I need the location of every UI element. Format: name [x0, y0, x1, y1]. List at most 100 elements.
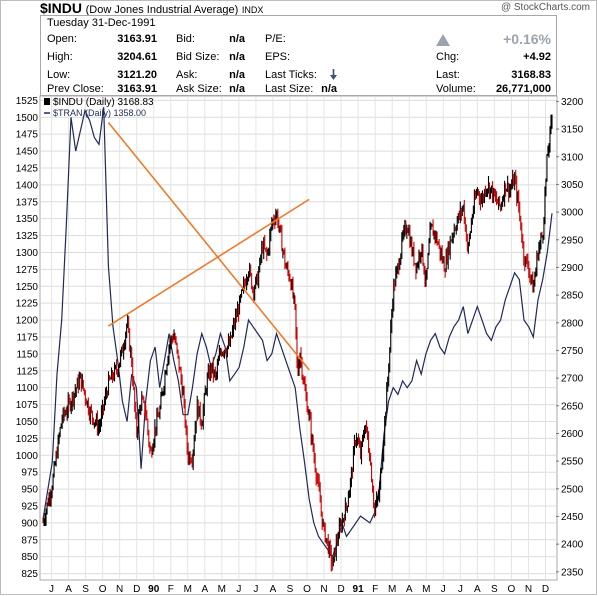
- left-tick-label: 1150: [16, 349, 38, 360]
- left-tick-label: 950: [21, 485, 38, 496]
- right-tick-label: 2650: [561, 401, 584, 412]
- left-tick-label: 1000: [16, 451, 39, 462]
- left-tick-label: 1100: [16, 383, 38, 394]
- x-tick-label: A: [201, 584, 208, 595]
- right-tick-label: 2850: [561, 291, 584, 302]
- ask-value: n/a: [229, 69, 245, 81]
- left-tick-label: 1475: [16, 130, 39, 141]
- x-tick-label: S: [491, 584, 498, 595]
- legend-indu: $INDU (Daily) 3168.83: [53, 97, 154, 108]
- x-tick-label: J: [458, 584, 463, 595]
- right-tick-label: 2600: [561, 429, 584, 440]
- left-tick-label: 1275: [16, 265, 39, 276]
- left-tick-label: 1200: [16, 316, 39, 327]
- left-tick-label: 1225: [16, 299, 39, 310]
- ask-label: Ask:: [176, 69, 198, 81]
- left-tick-label: 1400: [16, 180, 39, 191]
- brand-link[interactable]: @ StockCharts.com: [500, 2, 590, 13]
- left-tick-label: 1125: [16, 366, 38, 377]
- x-tick-label: O: [303, 584, 311, 595]
- left-tick-label: 875: [21, 535, 38, 546]
- legend: $INDU (Daily) 3168.83 $TRAN (Daily) 1358…: [44, 97, 154, 118]
- last-ticks-label: Last Ticks:: [265, 69, 317, 81]
- x-tick-label: A: [406, 584, 413, 595]
- right-axis: 2350 2400 2450 2500 2550 2600 2650 2700 2750 2800…: [556, 97, 584, 578]
- left-tick-label: 1050: [16, 417, 39, 428]
- bid-value: n/a: [229, 33, 245, 45]
- eps-label: EPS:: [265, 51, 291, 63]
- bid-size-label: Bid Size:: [176, 51, 220, 63]
- x-tick-label: 90: [148, 584, 160, 595]
- right-tick-label: 2350: [561, 567, 584, 578]
- x-tick-label: A: [474, 584, 481, 595]
- plot-area: [39, 95, 558, 581]
- x-tick-label: F: [372, 584, 378, 595]
- last-value: 3168.83: [511, 69, 551, 81]
- chg-value: +4.92: [523, 51, 551, 63]
- high-label: High:: [47, 51, 73, 63]
- left-tick-label: 1500: [16, 113, 39, 124]
- left-tick-label: 900: [21, 518, 38, 529]
- left-tick-label: 925: [21, 501, 38, 512]
- up-triangle-icon: [436, 34, 450, 46]
- down-arrow-icon: [330, 69, 337, 80]
- x-tick-label: F: [168, 584, 174, 595]
- low-value: 3121.20: [117, 69, 157, 81]
- high-value: 3204.61: [117, 51, 157, 63]
- left-tick-label: 1350: [16, 214, 39, 225]
- left-tick-label: 1450: [16, 147, 39, 158]
- right-tick-label: 3050: [561, 180, 584, 191]
- left-tick-label: 1525: [16, 96, 39, 107]
- low-label: Low:: [47, 69, 71, 81]
- left-tick-label: 1075: [16, 400, 39, 411]
- x-tick-label: N: [320, 584, 327, 595]
- trendline: [107, 121, 310, 371]
- left-tick-label: 1300: [16, 248, 39, 259]
- left-tick-label: 1375: [16, 197, 39, 208]
- last-size-label: Last Size:: [265, 83, 314, 95]
- left-tick-label: 825: [21, 569, 38, 580]
- x-tick-label: O: [508, 584, 516, 595]
- symbol-name: (Dow Jones Industrial Average): [85, 4, 239, 16]
- right-tick-label: 3200: [561, 97, 584, 108]
- last-label: Last:: [436, 69, 460, 81]
- right-tick-label: 2900: [561, 263, 584, 274]
- right-tick-label: 2400: [561, 540, 584, 551]
- prev-close-value: 3163.91: [117, 83, 157, 95]
- right-tick-label: 2550: [561, 457, 584, 468]
- open-value: 3163.91: [117, 33, 157, 45]
- volume-value: 26,771,000: [495, 83, 551, 95]
- percent-change: +0.16%: [503, 31, 551, 47]
- trendline: [107, 198, 310, 327]
- left-tick-label: 850: [21, 552, 38, 563]
- right-tick-label: 2950: [561, 235, 584, 246]
- left-tick-label: 1325: [16, 231, 39, 242]
- x-tick-label: O: [99, 584, 107, 595]
- x-tick-label: M: [388, 584, 396, 595]
- left-axis: 825 850 875 900 925 950 975 1000 1025 1050 1075 110…: [16, 96, 39, 580]
- x-tick-label: D: [542, 584, 549, 595]
- right-tick-label: 3100: [561, 152, 584, 163]
- prev-close-label: Prev Close:: [47, 83, 104, 95]
- right-tick-label: 2750: [561, 346, 584, 357]
- chart-title: $INDU (Dow Jones Industrial Average) IND…: [40, 0, 263, 16]
- right-tick-label: 3000: [561, 208, 584, 219]
- quote-date: Tuesday 31-Dec-1991: [47, 17, 156, 29]
- open-label: Open:: [47, 33, 77, 45]
- x-tick-label: D: [337, 584, 344, 595]
- x-tick-label: J: [236, 584, 241, 595]
- left-tick-label: 975: [21, 468, 38, 479]
- right-tick-label: 2500: [561, 484, 584, 495]
- right-tick-label: 2700: [561, 374, 584, 385]
- legend-swatch-indu: [44, 98, 50, 105]
- right-tick-label: 3150: [561, 125, 584, 136]
- bid-label: Bid:: [176, 33, 195, 45]
- x-tick-label: N: [116, 584, 123, 595]
- left-tick-label: 1175: [16, 332, 38, 343]
- quote-panel: Tuesday 31-Dec-1991 Open: 3163.91 High: …: [40, 15, 557, 96]
- ask-size-label: Ask Size:: [176, 83, 222, 95]
- x-tick-label: M: [422, 584, 430, 595]
- symbol: $INDU: [40, 0, 83, 16]
- x-tick-label: D: [133, 584, 140, 595]
